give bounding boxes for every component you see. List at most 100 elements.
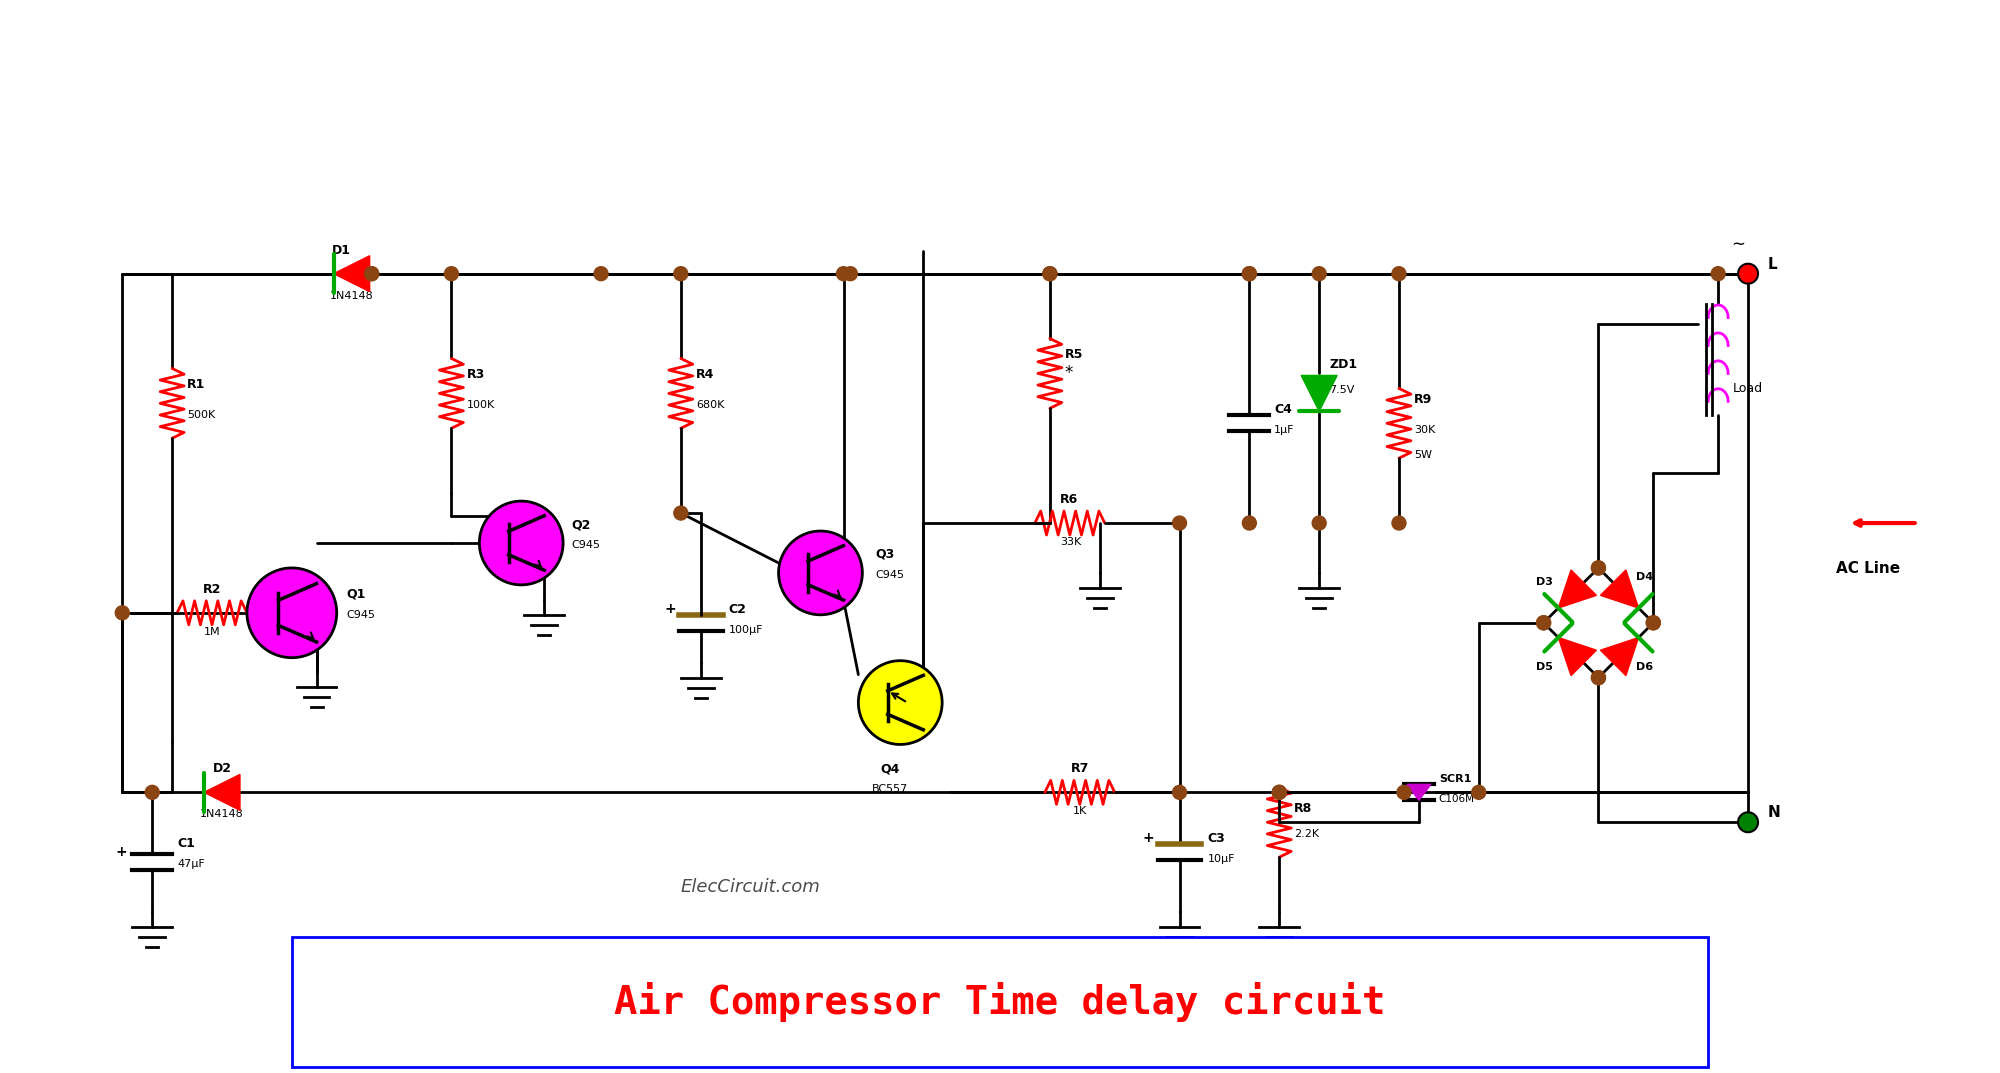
Text: Q4: Q4 [880,763,900,776]
Text: Q2: Q2 [572,518,590,531]
Text: *: * [1064,365,1074,382]
Circle shape [1592,561,1606,575]
Circle shape [1536,616,1550,630]
Circle shape [836,267,850,281]
Text: R2: R2 [202,583,222,596]
Circle shape [1738,812,1758,833]
Circle shape [1472,785,1486,799]
Circle shape [858,661,942,745]
Circle shape [444,267,458,281]
Text: 500K: 500K [188,410,216,421]
Text: ElecCircuit.com: ElecCircuit.com [680,878,820,896]
Text: ∼: ∼ [1732,235,1746,253]
Text: C945: C945 [572,540,600,550]
Text: 33K: 33K [1060,536,1082,547]
Text: Air Compressor Time delay circuit: Air Compressor Time delay circuit [614,982,1386,1021]
Text: +: + [1142,832,1154,846]
Text: 10μF: 10μF [1208,854,1234,864]
Text: D5: D5 [1536,662,1552,672]
Text: D4: D4 [1636,572,1652,583]
Text: 1N4148: 1N4148 [200,809,244,820]
Text: +: + [664,602,676,616]
Circle shape [364,267,378,281]
Text: 2.2K: 2.2K [1294,829,1320,839]
Circle shape [116,606,130,620]
Text: R1: R1 [188,379,206,392]
Text: +: + [116,846,128,859]
Circle shape [1712,267,1726,281]
Circle shape [1042,267,1056,281]
Polygon shape [1600,570,1638,608]
Text: 100K: 100K [466,400,494,410]
Text: C4: C4 [1274,403,1292,416]
Text: C2: C2 [728,603,746,616]
Text: N: N [1768,805,1780,820]
Polygon shape [204,775,240,810]
Circle shape [1042,267,1056,281]
Text: R8: R8 [1294,803,1312,815]
Circle shape [1272,785,1286,799]
Circle shape [1646,616,1660,630]
Polygon shape [334,255,370,292]
Text: 680K: 680K [696,400,724,410]
Circle shape [594,267,608,281]
Text: D1: D1 [332,244,352,256]
Polygon shape [1558,570,1596,608]
Text: Q1: Q1 [346,588,366,601]
Text: D2: D2 [212,763,232,776]
Circle shape [1536,616,1550,630]
Circle shape [1396,785,1410,799]
Circle shape [674,506,688,520]
Polygon shape [1600,637,1638,676]
Circle shape [146,785,160,799]
Text: R6: R6 [1060,494,1078,506]
Text: SCR1: SCR1 [1438,775,1472,784]
Text: 47μF: 47μF [178,859,204,869]
Circle shape [1738,264,1758,283]
Text: 5W: 5W [1414,451,1432,460]
Text: R7: R7 [1070,763,1088,776]
Text: C106M: C106M [1438,794,1474,805]
Circle shape [480,501,564,585]
Circle shape [364,267,378,281]
Circle shape [1242,516,1256,530]
Circle shape [1312,267,1326,281]
Text: 30K: 30K [1414,425,1436,436]
Circle shape [1242,267,1256,281]
Text: R4: R4 [696,368,714,381]
Text: R3: R3 [466,368,484,381]
Polygon shape [1558,637,1596,676]
Text: AC Line: AC Line [1836,561,1900,576]
Text: C945: C945 [346,609,376,620]
Circle shape [1172,785,1186,799]
Circle shape [1242,267,1256,281]
Text: 100μF: 100μF [728,624,764,635]
Text: 1K: 1K [1072,806,1086,817]
Text: C1: C1 [178,837,196,850]
Polygon shape [1302,376,1338,411]
Circle shape [1392,516,1406,530]
FancyBboxPatch shape [292,937,1708,1067]
Text: 1M: 1M [204,627,220,636]
Circle shape [778,531,862,615]
Circle shape [1592,561,1606,575]
Text: D6: D6 [1636,662,1652,672]
Text: D3: D3 [1536,577,1552,587]
Circle shape [1272,785,1286,799]
Circle shape [1312,516,1326,530]
Circle shape [674,267,688,281]
Circle shape [1392,267,1406,281]
Text: 1μF: 1μF [1274,425,1294,436]
Text: Q3: Q3 [876,548,894,561]
Text: BC557: BC557 [872,784,908,794]
Text: R5: R5 [1064,349,1084,362]
Text: C945: C945 [876,570,904,579]
Text: 7.5V: 7.5V [1330,385,1354,395]
Text: L: L [1768,256,1778,271]
Circle shape [1592,671,1606,685]
Text: R9: R9 [1414,394,1432,407]
Text: 1N4148: 1N4148 [330,291,374,300]
Text: Load: Load [1734,382,1764,395]
Text: ZD1: ZD1 [1330,358,1358,371]
Circle shape [1172,516,1186,530]
